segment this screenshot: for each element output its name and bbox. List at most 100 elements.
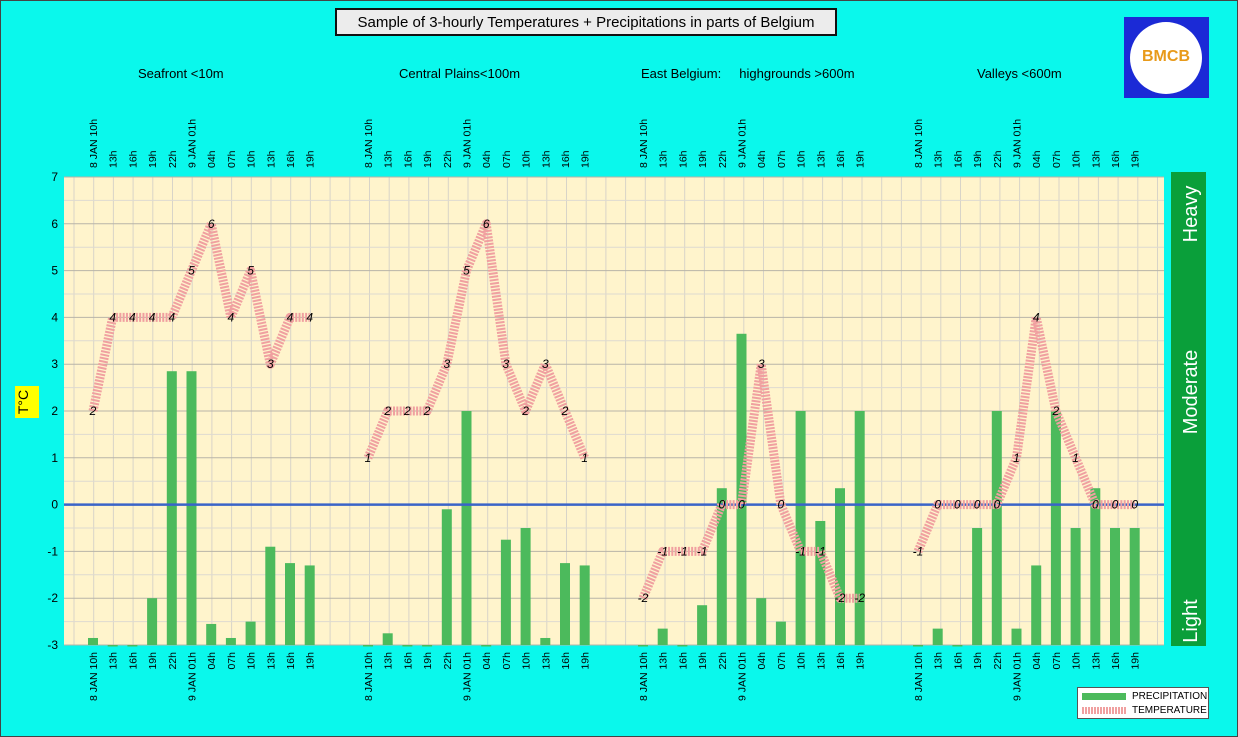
x-tick-label-bottom: 04h [756, 652, 768, 670]
x-tick-label-top: 13h [108, 150, 120, 168]
legend-temperature-label: TEMPERATURE [1132, 704, 1207, 716]
precipitation-bar [500, 539, 511, 645]
y-axis-label: T°C [15, 386, 39, 418]
temperature-data-label: 4 [129, 310, 136, 324]
x-tick-label-bottom: 13h [933, 652, 945, 670]
x-tick-label-top: 10h [796, 150, 808, 168]
precipitation-bar [481, 645, 492, 647]
temperature-data-label: 0 [934, 498, 941, 512]
x-tick-label-bottom: 16h [1110, 652, 1122, 670]
intensity-light-label: Light [1180, 599, 1202, 643]
x-tick-label-bottom: 16h [952, 652, 964, 670]
x-tick-label-top: 13h [933, 150, 945, 168]
temperature-data-label: 2 [561, 404, 569, 418]
precipitation-bar [972, 528, 983, 645]
precipitation-bar [245, 621, 256, 645]
x-tick-label-bottom: 10h [246, 652, 258, 670]
temperature-data-label: 1 [1072, 451, 1079, 465]
y-axis-label-text: T°C [15, 389, 32, 415]
x-tick-label-bottom: 22h [167, 652, 179, 670]
bmcb-logo: BMCB [1124, 17, 1209, 98]
temperature-line [88, 219, 310, 412]
temperature-data-label: 1 [1013, 451, 1020, 465]
temperature-data-label: -1 [697, 544, 708, 558]
precipitation-bars [88, 333, 1140, 647]
legend-precipitation: PRECIPITATION [1082, 690, 1207, 702]
legend-precipitation-swatch [1082, 692, 1126, 700]
precipitation-bar [697, 605, 708, 645]
temperature-data-label: 6 [483, 217, 490, 231]
temperature-data-label: 0 [1131, 498, 1138, 512]
precipitation-bar [932, 628, 943, 645]
temperature-data-label: 2 [521, 404, 529, 418]
temperature-data-label: 5 [247, 264, 254, 278]
x-tick-label-top: 8 JAN 10h [638, 119, 650, 168]
precipitation-bar [756, 598, 767, 645]
x-tick-label-top: 04h [1031, 150, 1043, 168]
x-tick-label-top: 10h [521, 150, 533, 168]
temperature-data-label: 4 [1033, 310, 1040, 324]
y-tick-label: 3 [51, 357, 58, 371]
x-tick-label-bottom: 16h [285, 652, 297, 670]
y-tick-label: 4 [51, 310, 58, 324]
x-tick-label-top: 16h [952, 150, 964, 168]
precipitation-bar [795, 411, 806, 645]
x-tick-label-bottom: 19h [1130, 652, 1142, 670]
x-tick-label-bottom: 16h [677, 652, 689, 670]
precipitation-bar [560, 563, 570, 645]
region-label-east-belgium: East Belgium: highgrounds >600m [641, 66, 855, 81]
x-tick-label-bottom: 9 JAN 01h [187, 652, 199, 701]
x-tick-label-bottom: 04h [206, 652, 218, 670]
x-tick-label-bottom: 10h [1071, 652, 1083, 670]
x-tick-label-top: 19h [147, 150, 159, 168]
x-tick-label-top: 19h [580, 150, 592, 168]
x-axis-labels: 8 JAN 10h 8 JAN 10h 13h 13h 16h 16h 19h 19h 22h 2… [88, 119, 1142, 701]
x-tick-label-top: 13h [540, 150, 552, 168]
x-tick-label-top: 07h [776, 150, 788, 168]
legend-temperature-swatch [1082, 706, 1126, 714]
temperature-data-label: 3 [503, 357, 510, 371]
precipitation-bar [913, 645, 923, 647]
precipitation-bar [225, 637, 236, 645]
precipitation-bar [166, 371, 177, 645]
x-tick-label-top: 19h [855, 150, 867, 168]
precipitation-bar [1070, 528, 1081, 645]
temperature-data-label: -1 [657, 544, 668, 558]
x-tick-label-top: 10h [246, 150, 258, 168]
temperature-data-label: 0 [974, 498, 981, 512]
x-tick-label-top: 22h [717, 150, 729, 168]
x-tick-label-top: 16h [835, 150, 847, 168]
temperature-data-label: 4 [306, 310, 313, 324]
precipitation-bar [1090, 488, 1101, 645]
precipitation-bar [441, 509, 452, 645]
precipitation-bar [107, 645, 118, 647]
precipitation-bar [1031, 565, 1042, 645]
x-tick-label-top: 9 JAN 01h [1012, 119, 1024, 168]
temperature-data-label: 0 [778, 498, 785, 512]
temperature-data-label: -2 [638, 591, 649, 605]
x-tick-label-top: 04h [481, 150, 493, 168]
precipitation-bar [206, 623, 217, 645]
y-axis: -3 -2 -1 0 1 2 3 4 5 6 7 [47, 170, 58, 652]
x-tick-label-top: 16h [560, 150, 572, 168]
x-tick-label-bottom: 07h [501, 652, 513, 670]
y-tick-label: 2 [51, 404, 58, 418]
temperature-data-label: 1 [581, 451, 588, 465]
temperature-data-label: 3 [267, 357, 274, 371]
precipitation-bar [422, 645, 433, 647]
y-tick-label: 5 [51, 264, 58, 278]
x-tick-label-bottom: 8 JAN 10h [913, 652, 925, 701]
temperature-data-label: 2 [423, 404, 431, 418]
x-tick-label-bottom: 8 JAN 10h [88, 652, 100, 701]
intensity-scale: Heavy Moderate Light [1171, 172, 1206, 646]
x-tick-label-bottom: 19h [147, 652, 159, 670]
x-tick-label-bottom: 13h [265, 652, 277, 670]
temperature-data-label: 4 [149, 310, 156, 324]
x-tick-label-bottom: 13h [658, 652, 670, 670]
x-tick-label-top: 13h [265, 150, 277, 168]
precipitation-bar [186, 371, 197, 645]
intensity-heavy-label: Heavy [1180, 186, 1202, 243]
x-tick-label-top: 22h [442, 150, 454, 168]
x-tick-label-top: 8 JAN 10h [363, 119, 375, 168]
precipitation-bar [579, 565, 590, 645]
